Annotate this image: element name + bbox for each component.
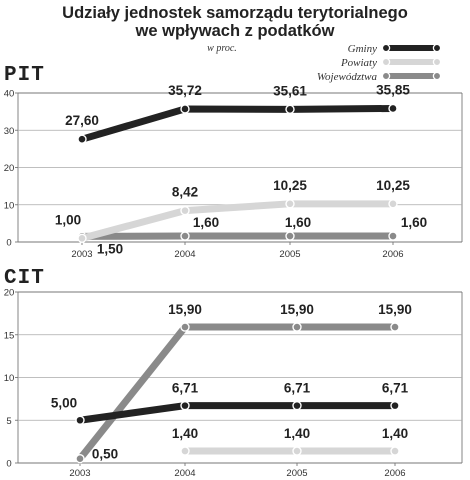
chart-subtitle: w proc. [207,43,237,54]
y-tick-label: 0 [6,459,11,470]
data-label: 10,25 [273,178,307,193]
data-point [390,446,400,456]
y-tick-label: 10 [4,373,15,384]
series-line [78,104,397,143]
legend-marker-2 [381,71,391,81]
data-point [390,400,400,411]
data-label: 1,60 [193,215,219,230]
data-point [390,322,400,332]
y-tick-label: 40 [4,89,15,100]
x-tick-label: 2005 [279,249,300,260]
data-point [388,199,398,209]
data-point [180,104,190,114]
data-point [292,322,302,332]
data-label: 35,85 [376,82,410,97]
y-tick-label: 20 [4,163,15,174]
data-point [180,400,190,411]
panel-title: CIT [4,267,45,290]
legend-marker-0 [381,43,391,53]
legend-marker-0 [432,43,442,53]
legend-label-0: Gminy [348,43,377,55]
data-point [77,233,87,243]
data-point [75,454,85,464]
data-point [285,104,295,115]
data-point [180,322,190,332]
y-tick-label: 0 [6,238,11,249]
data-point [292,446,302,456]
data-point [388,103,398,114]
data-point [180,205,190,216]
data-label: 15,90 [280,302,314,317]
y-tick-label: 20 [4,288,15,299]
data-point [388,231,398,241]
data-point [75,415,85,425]
data-label: 15,90 [378,302,412,317]
data-point [180,446,190,456]
x-tick-label: 2005 [286,468,307,479]
data-label: 35,72 [168,83,202,98]
data-label: 10,25 [376,178,410,193]
x-tick-label: 2003 [71,249,92,260]
data-label: 0,50 [92,447,118,462]
x-tick-label: 2003 [69,468,90,479]
x-tick-label: 2006 [384,468,405,479]
y-tick-label: 5 [6,416,11,427]
series-line [76,402,399,424]
y-tick-label: 10 [4,200,15,211]
legend-label-1: Powiaty [340,57,377,69]
legend-marker-1 [381,57,391,67]
data-label: 6,71 [382,381,409,396]
y-tick-label: 30 [4,126,15,137]
legend-marker-1 [432,57,442,67]
data-label: 8,42 [172,185,198,200]
legend-label-2: Województwa [317,71,378,83]
data-point [285,199,295,209]
pit-panel: PIT 0 10 20 30 40 2003 2004 2005 2006 1,50 1,60 1,60… [4,64,463,260]
series-line [78,200,397,242]
data-point [285,231,295,241]
data-point [77,134,87,144]
panel-title: PIT [4,64,45,87]
data-label: 35,61 [273,83,307,98]
data-point [180,231,190,241]
data-label: 1,60 [285,215,311,230]
data-label: 15,90 [168,302,202,317]
data-label: 1,60 [401,215,427,230]
data-label: 1,40 [284,426,310,441]
chart-title-line2: we wpływach z podatków [135,22,335,40]
x-tick-label: 2006 [382,249,403,260]
series-line [76,323,399,463]
cit-panel: CIT 0 5 10 15 20 2003 2004 2005 2006 0,50 15,90 15,9… [4,267,463,479]
legend: Gminy Powiaty Województwa [317,43,442,83]
data-label: 1,40 [172,426,198,441]
data-label: 6,71 [284,381,311,396]
y-tick-label: 15 [4,330,15,341]
data-label: 1,00 [55,212,81,227]
data-label: 1,40 [382,426,408,441]
x-tick-label: 2004 [174,249,195,260]
data-label: 6,71 [172,381,199,396]
x-tick-label: 2004 [174,468,195,479]
legend-marker-2 [432,71,442,81]
data-label: 5,00 [51,395,77,410]
data-label: 27,60 [65,113,99,128]
data-label: 1,50 [97,241,123,256]
data-point [292,400,302,411]
chart-title-line1: Udziały jednostek samorządu terytorialne… [62,4,408,22]
